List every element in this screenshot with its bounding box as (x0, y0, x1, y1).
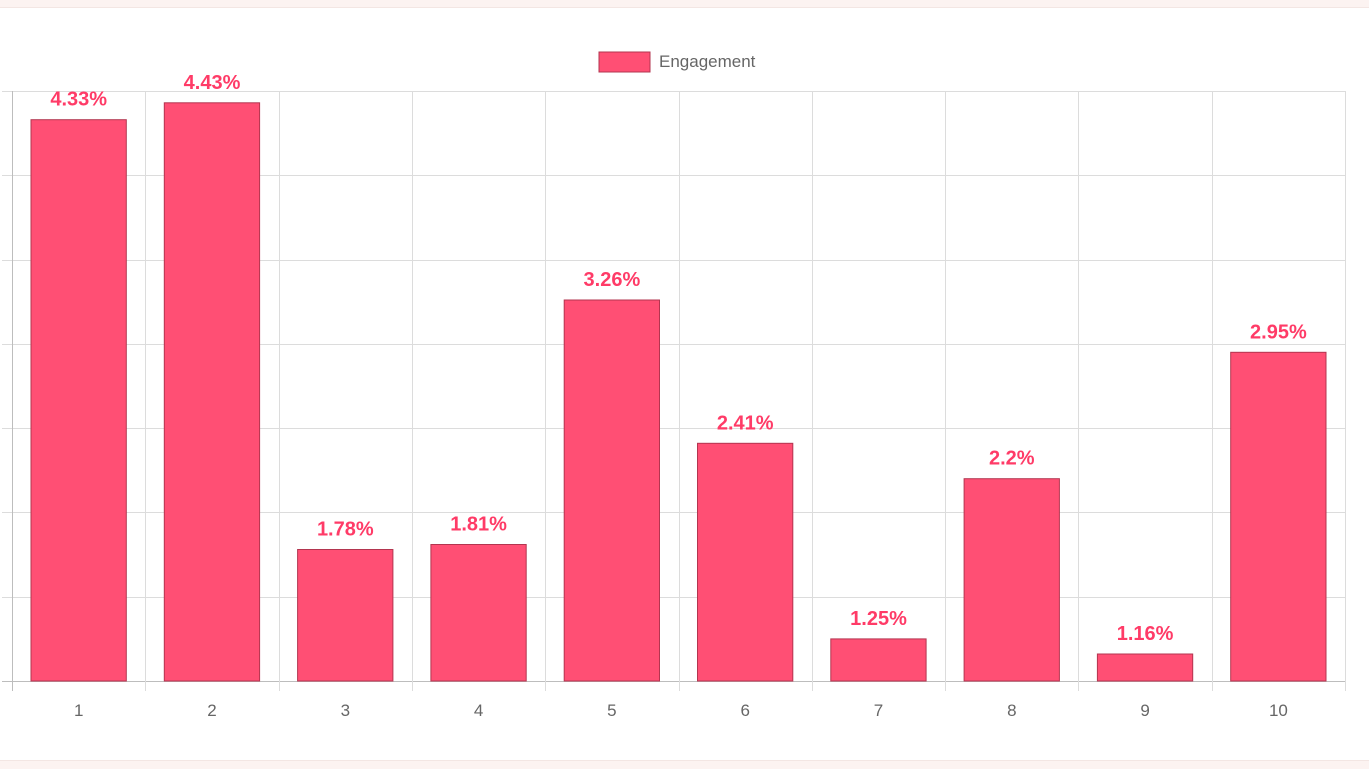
data-label-9: 1.16% (1117, 623, 1174, 645)
bar-6[interactable] (697, 442, 794, 682)
data-label-6: 2.41% (717, 412, 774, 434)
bars-layer (30, 102, 1327, 682)
x-tick-label-1: 1 (74, 701, 83, 720)
bar-10[interactable] (1230, 351, 1327, 682)
x-tick-label-2: 2 (207, 701, 216, 720)
data-label-3: 1.78% (317, 519, 374, 541)
x-tick-label-4: 4 (474, 701, 483, 720)
bar-4[interactable] (430, 544, 527, 682)
data-label-4: 1.81% (450, 514, 507, 536)
data-label-1: 4.33% (50, 89, 107, 111)
data-label-10: 2.95% (1250, 321, 1307, 343)
x-tick-label-9: 9 (1140, 701, 1149, 720)
data-label-2: 4.43% (184, 72, 241, 94)
x-tick-label-8: 8 (1007, 701, 1016, 720)
x-tick-label-10: 10 (1269, 701, 1288, 720)
data-label-7: 1.25% (850, 608, 907, 630)
legend-swatch-engagement[interactable] (598, 51, 651, 73)
x-tick-label-5: 5 (607, 701, 616, 720)
bar-7[interactable] (830, 638, 927, 682)
x-tick-label-6: 6 (740, 701, 749, 720)
bar-2[interactable] (163, 102, 261, 682)
bar-1[interactable] (30, 119, 127, 682)
x-axis-ticks: 1 2 3 4 5 6 7 8 9 10 (74, 701, 1288, 720)
grid-layer (2, 91, 1346, 691)
x-tick-label-7: 7 (874, 701, 883, 720)
legend[interactable]: Engagement (598, 51, 756, 73)
data-label-8: 2.2% (989, 448, 1035, 470)
bar-3[interactable] (297, 549, 394, 682)
bar-8[interactable] (963, 478, 1060, 682)
data-label-5: 3.26% (584, 269, 641, 291)
data-labels-layer: 4.33% 4.43% 1.78% 1.81% 3.26% 2.41% 1.25% 2.2% 1… (50, 72, 1307, 645)
bar-9[interactable] (1096, 653, 1194, 682)
bar-5[interactable] (563, 299, 661, 682)
legend-label-engagement[interactable]: Engagement (659, 52, 756, 71)
x-tick-label-3: 3 (341, 701, 350, 720)
